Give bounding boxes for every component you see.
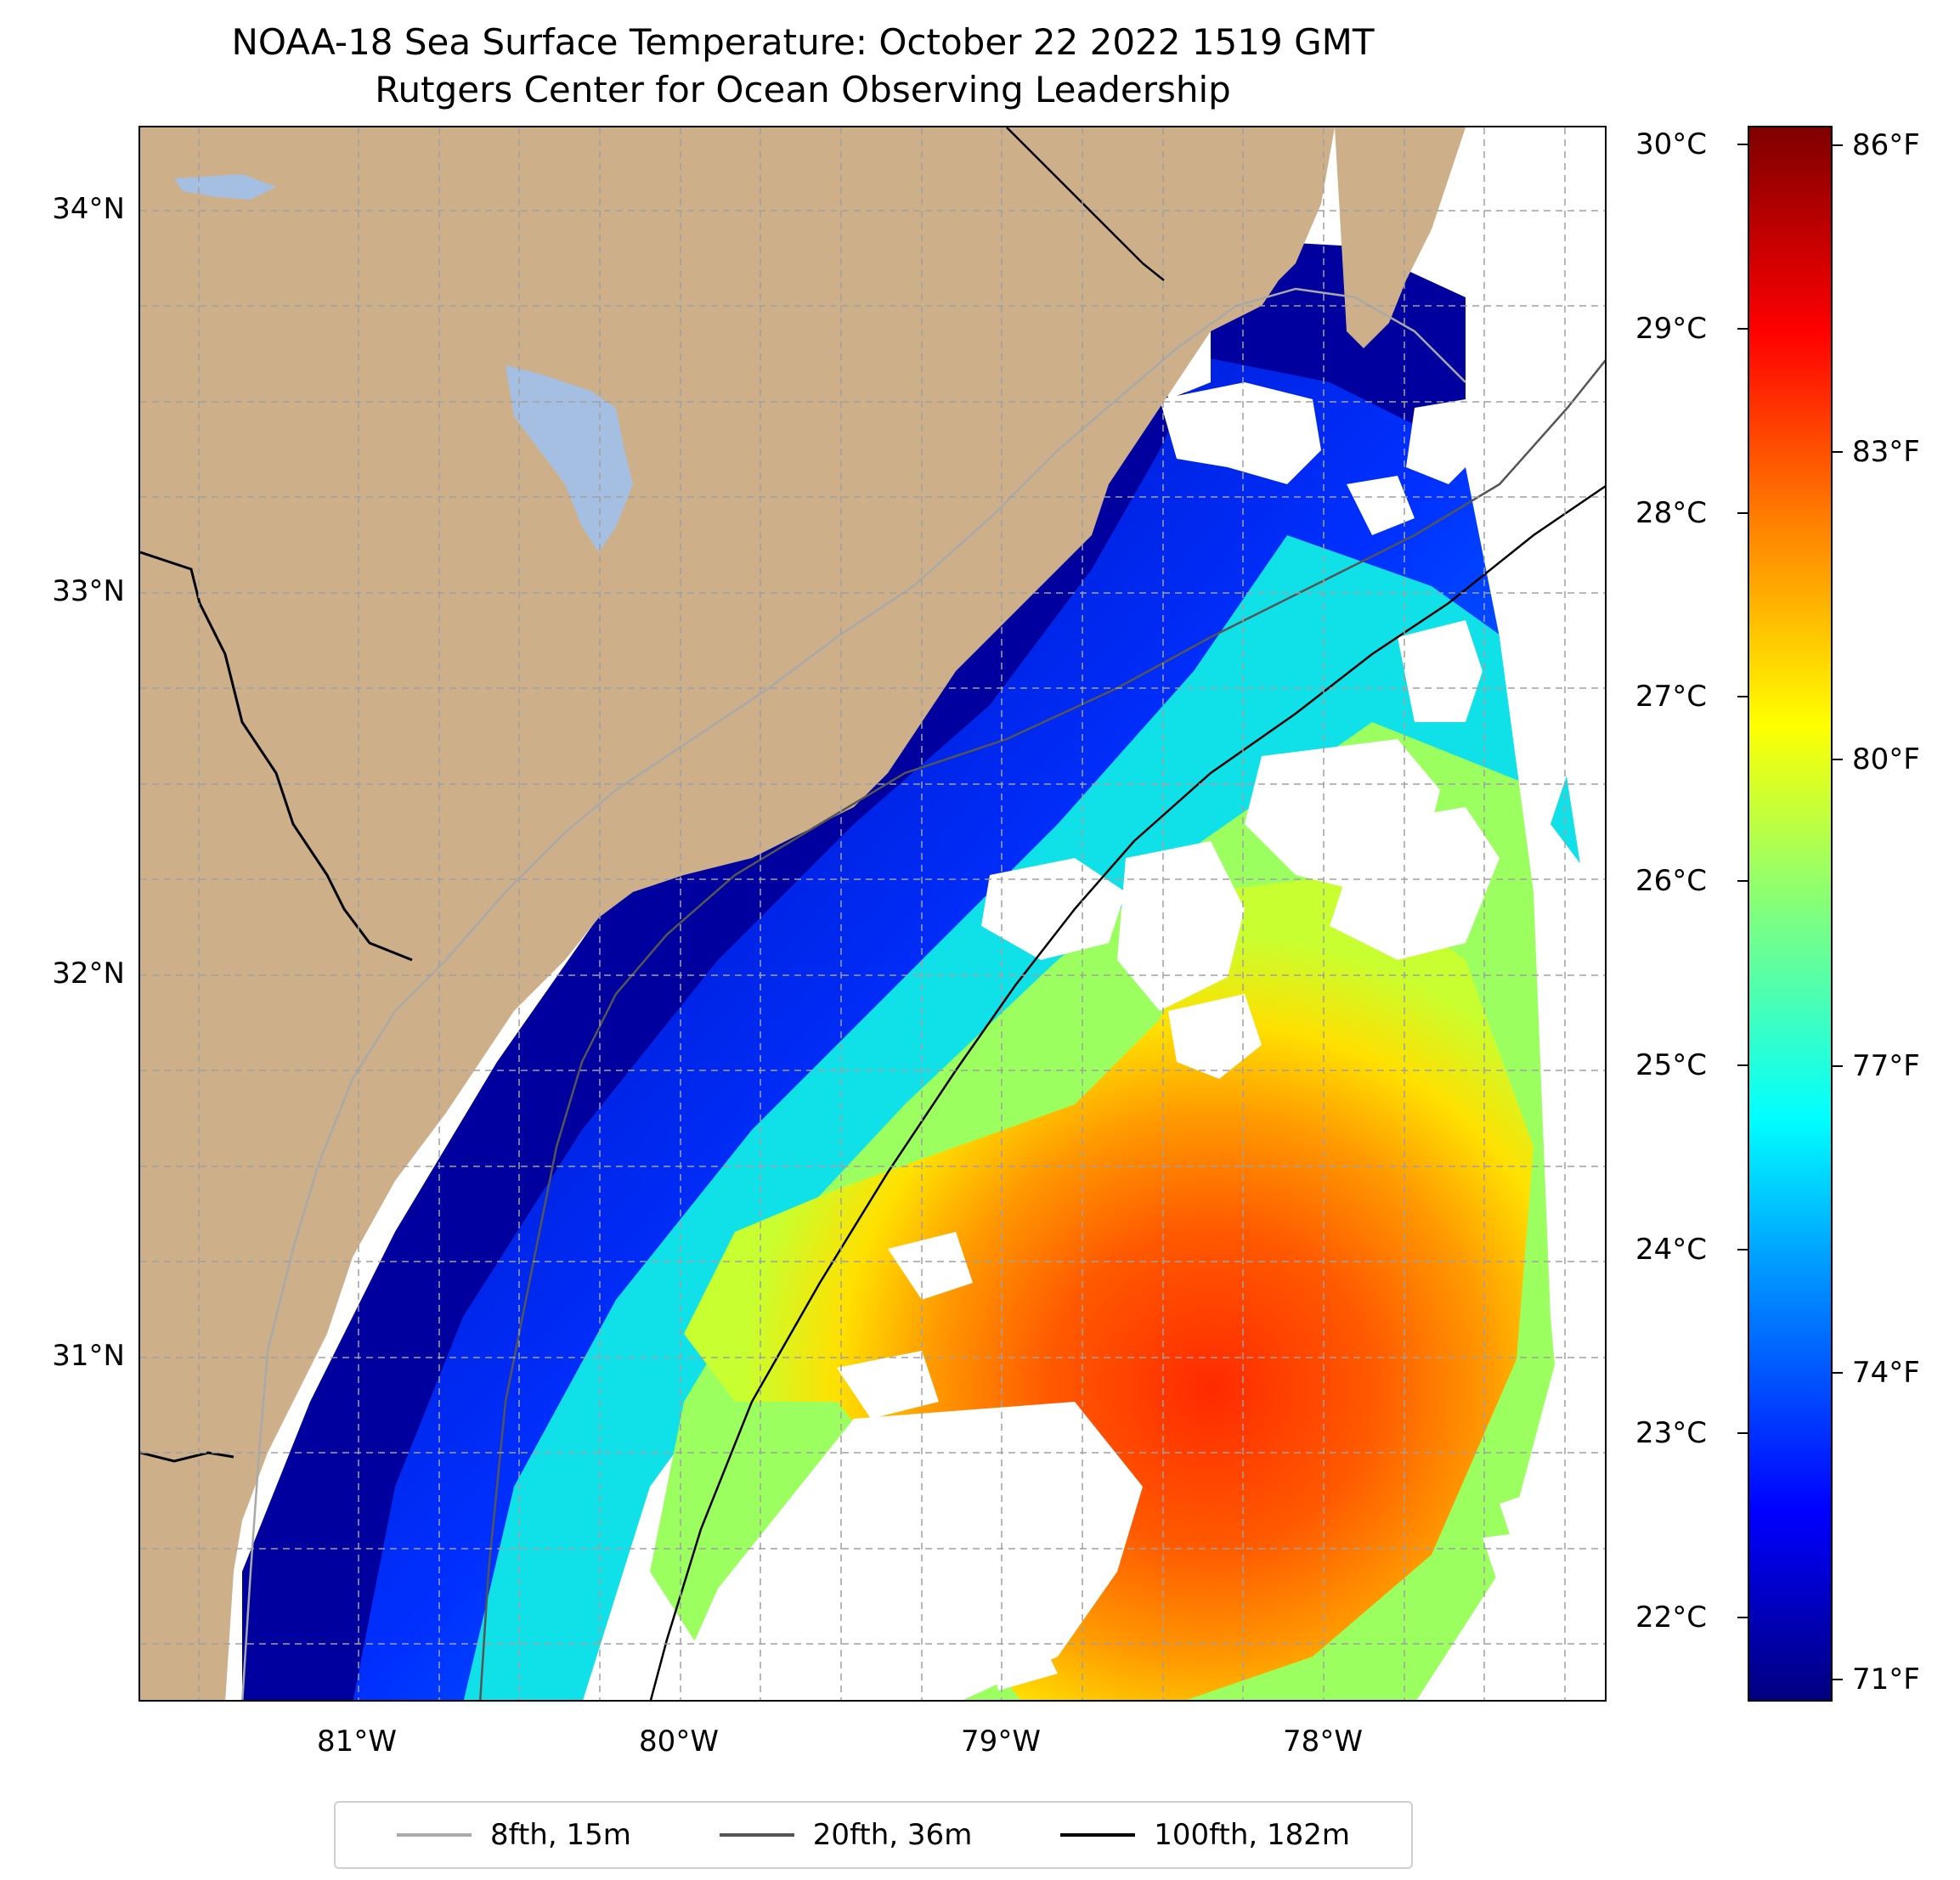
- cb-label-71f: 71°F: [1852, 1663, 1920, 1697]
- cb-label-25c: 25°C: [1635, 1048, 1708, 1082]
- legend-label-8fth: 8fth, 15m: [489, 1818, 631, 1852]
- cb-tick-f-77: [1833, 1065, 1843, 1067]
- cb-label-30c: 30°C: [1635, 127, 1708, 161]
- sst-warm-eddy: [684, 875, 1534, 1700]
- lat-label-33n: 33°N: [52, 574, 125, 608]
- lake-top-left: [174, 174, 276, 200]
- chart-title-line1: NOAA-18 Sea Surface Temperature: October…: [231, 21, 1375, 63]
- lon-label-81w: 81°W: [317, 1725, 397, 1759]
- cb-label-28c: 28°C: [1635, 496, 1708, 530]
- legend-item-100fth: 100fth, 182m: [1060, 1818, 1350, 1852]
- contour-100fth: [649, 485, 1605, 1700]
- lon-label-79w: 79°W: [961, 1725, 1041, 1759]
- legend-line-8fth: [396, 1833, 472, 1837]
- cb-tick-c-27: [1737, 696, 1748, 697]
- lat-label-32n: 32°N: [52, 957, 125, 991]
- cb-tick-c-30: [1737, 144, 1748, 145]
- cb-label-77f: 77°F: [1852, 1049, 1920, 1083]
- legend-item-20fth: 20fth, 36m: [719, 1818, 973, 1852]
- cb-label-29c: 29°C: [1635, 312, 1708, 346]
- cb-tick-c-24: [1737, 1249, 1748, 1251]
- sst-map: [138, 126, 1607, 1702]
- cb-tick-c-22: [1737, 1617, 1748, 1618]
- cb-label-86f: 86°F: [1852, 128, 1920, 162]
- cb-tick-c-29: [1737, 328, 1748, 330]
- cb-tick-c-23: [1737, 1432, 1748, 1434]
- state-border: [140, 550, 413, 1463]
- cb-tick-f-74: [1833, 1372, 1843, 1374]
- cb-label-83f: 83°F: [1852, 435, 1920, 469]
- state-border-nc-sc: [1006, 127, 1165, 281]
- cb-tick-c-26: [1737, 880, 1748, 882]
- cb-tick-f-86: [1833, 144, 1843, 146]
- cb-tick-f-71: [1833, 1679, 1843, 1680]
- lat-label-31n: 31°N: [52, 1339, 125, 1373]
- contour-legend: 8fth, 15m 20fth, 36m 100fth, 182m: [334, 1801, 1413, 1869]
- cb-tick-f-80: [1833, 759, 1843, 760]
- cb-label-23c: 23°C: [1635, 1416, 1708, 1450]
- cb-label-80f: 80°F: [1852, 742, 1920, 776]
- cb-tick-c-25: [1737, 1064, 1748, 1066]
- lon-label-78w: 78°W: [1283, 1725, 1363, 1759]
- cb-label-22c: 22°C: [1635, 1601, 1708, 1634]
- lat-label-34n: 34°N: [52, 192, 125, 226]
- cb-label-27c: 27°C: [1635, 680, 1708, 714]
- cb-label-74f: 74°F: [1852, 1356, 1920, 1390]
- cb-tick-c-28: [1737, 512, 1748, 514]
- lake-marion-moultrie: [506, 365, 633, 552]
- temperature-colorbar: [1748, 126, 1833, 1702]
- legend-line-100fth: [1060, 1833, 1136, 1837]
- legend-label-20fth: 20fth, 36m: [812, 1818, 973, 1852]
- lon-label-80w: 80°W: [639, 1725, 719, 1759]
- graticule: [140, 127, 1605, 1700]
- cloud-mask: [668, 178, 1605, 1700]
- sst-map-canvas: [140, 127, 1605, 1700]
- cb-label-24c: 24°C: [1635, 1233, 1708, 1267]
- legend-line-20fth: [719, 1833, 794, 1837]
- land-cape-fear: [1335, 127, 1466, 348]
- cb-label-26c: 26°C: [1635, 864, 1708, 898]
- cb-tick-f-83: [1833, 451, 1843, 453]
- legend-item-8fth: 8fth, 15m: [396, 1818, 631, 1852]
- legend-label-100fth: 100fth, 182m: [1154, 1818, 1351, 1852]
- contour-20fth: [479, 358, 1605, 1700]
- chart-title-line2: Rutgers Center for Ocean Observing Leade…: [375, 69, 1231, 110]
